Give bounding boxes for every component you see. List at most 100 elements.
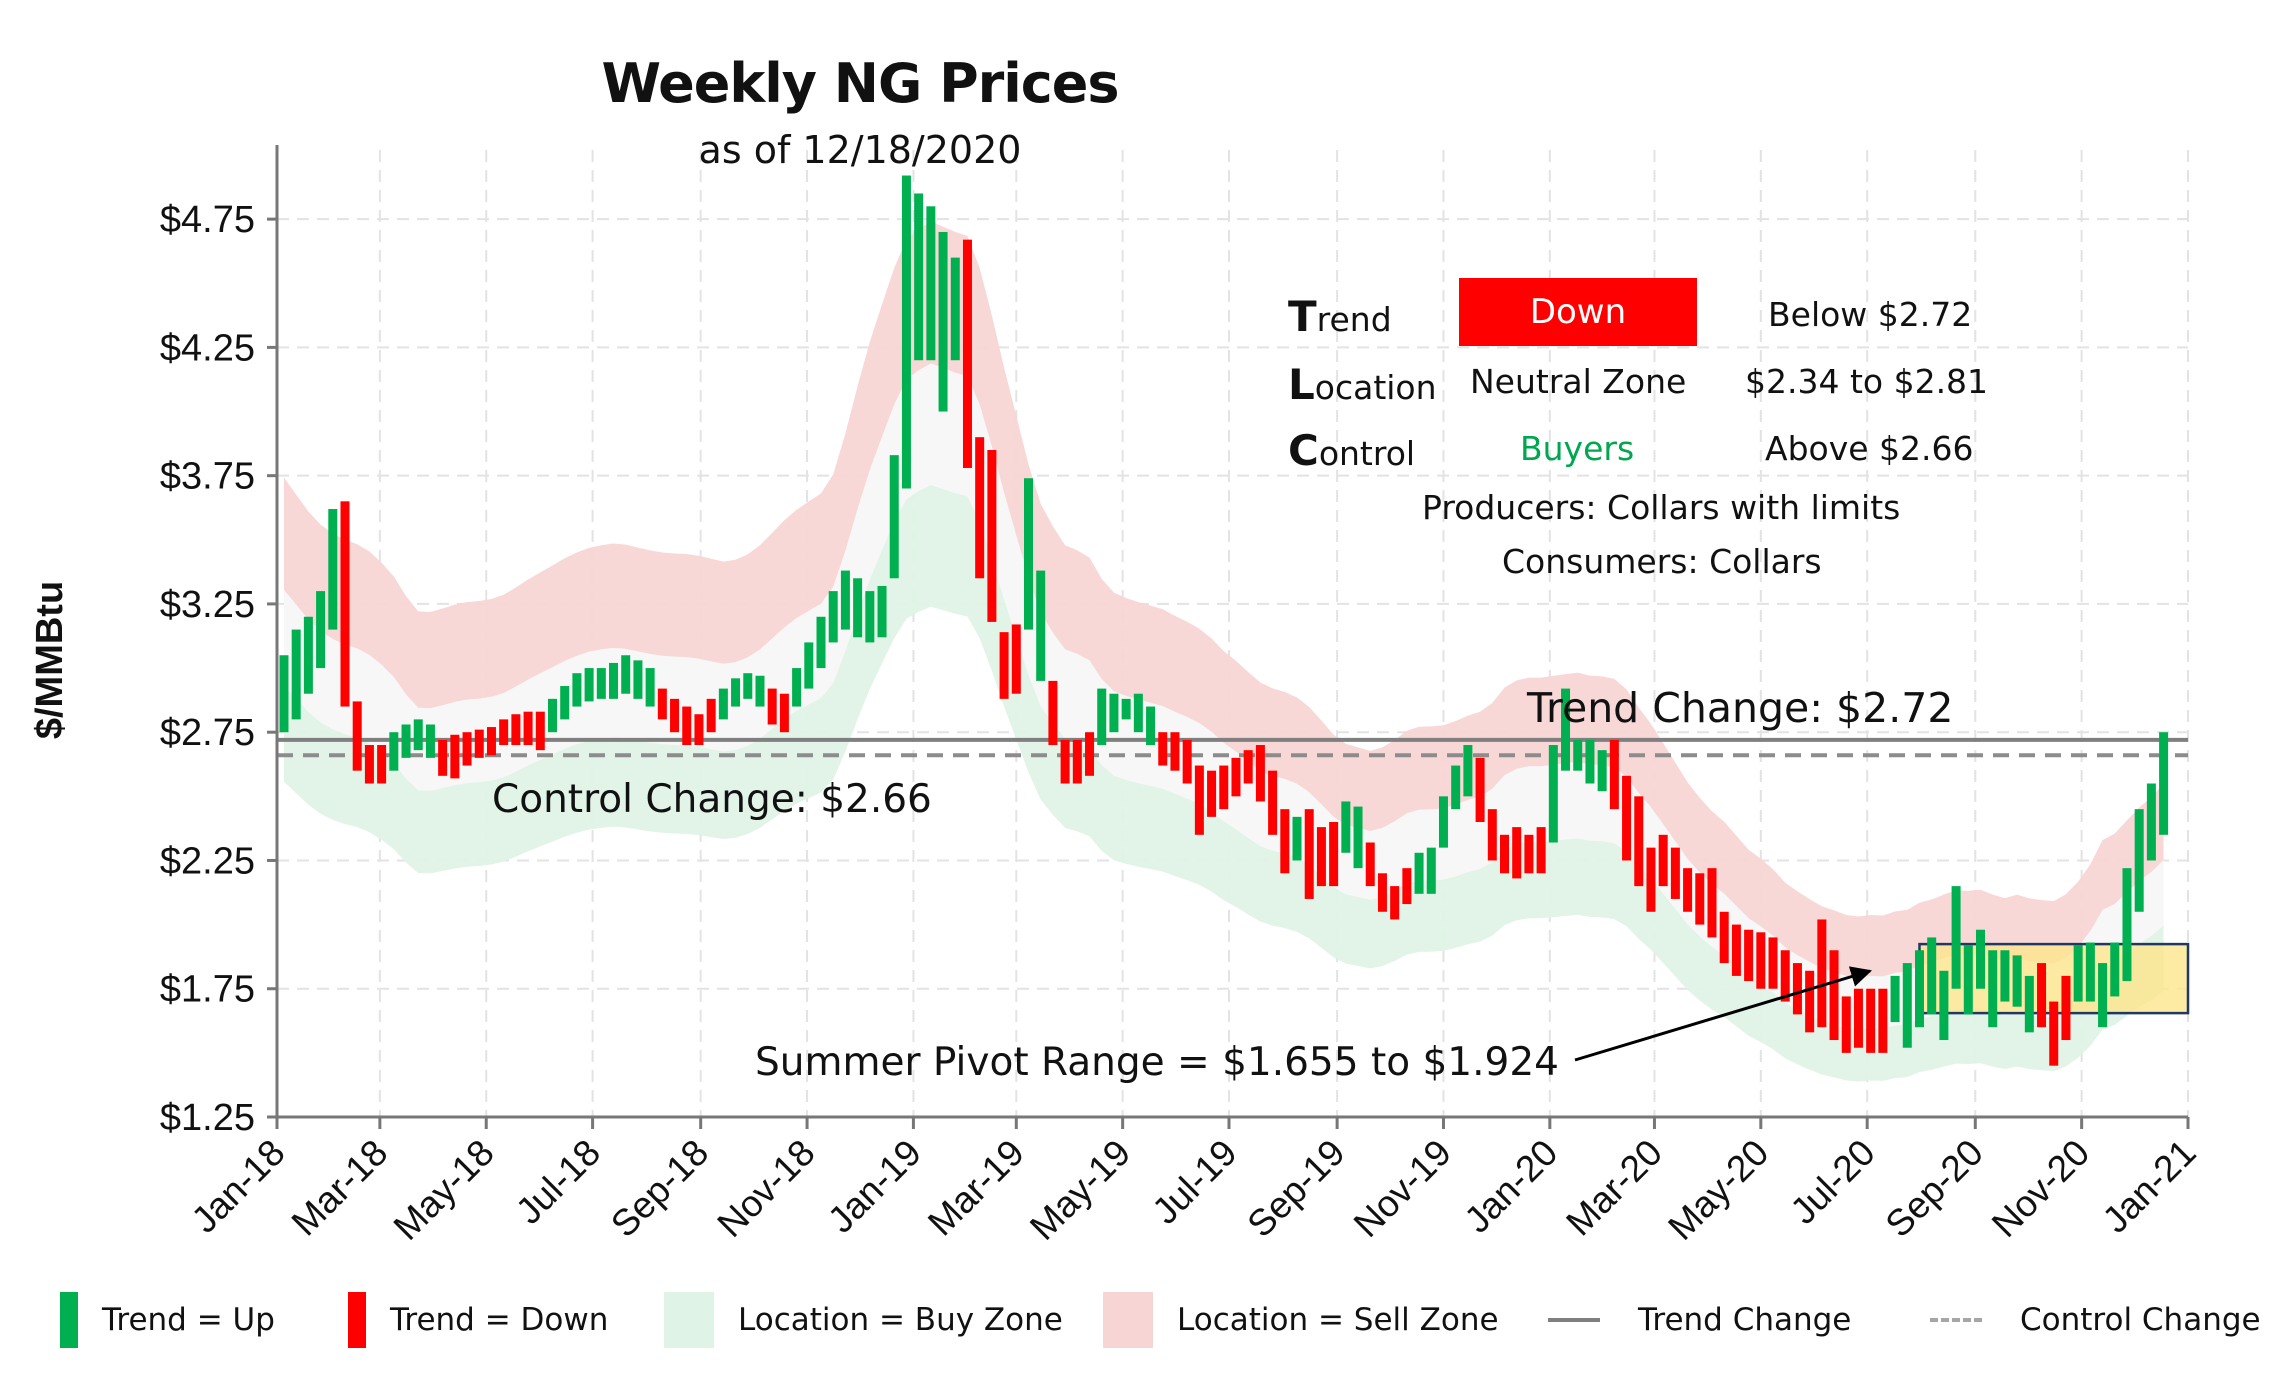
price-bar-down <box>1792 963 1802 1015</box>
price-bar-down <box>364 745 374 784</box>
price-bar-up <box>279 655 289 733</box>
y-tick-label: $4.75 <box>160 199 255 241</box>
price-bar-up <box>1561 688 1571 771</box>
price-bar-down <box>1500 834 1510 874</box>
price-bar-down <box>999 632 1009 699</box>
price-bar-up <box>584 668 594 702</box>
y-tick-label: $2.75 <box>160 712 255 754</box>
y-tick-labels: $1.25 $1.75 $2.25 $2.75 $3.25 $3.75 $4.25 $4.75 <box>160 199 255 1139</box>
price-bar-down <box>2049 1001 2059 1066</box>
price-bar-up <box>1927 937 1937 1015</box>
price-bar-down <box>1475 757 1485 822</box>
x-tick-label: Sep-20 <box>1878 1132 1991 1245</box>
price-bar-down <box>1280 809 1290 874</box>
producers-note: Producers: Collars with limits <box>1422 488 1901 527</box>
price-bar-up <box>938 231 948 412</box>
price-bar-up <box>609 662 619 699</box>
price-bar-down <box>1304 809 1314 899</box>
y-tick-label: $1.25 <box>160 1097 255 1139</box>
price-bar-up <box>950 257 960 361</box>
info-location-range: $2.34 to $2.81 <box>1745 362 1989 401</box>
price-bar-down <box>706 698 716 733</box>
price-bar-up <box>2159 732 2169 835</box>
pivot-range-label: Summer Pivot Range = $1.655 to $1.924 <box>755 1040 1559 1085</box>
x-tick-label: May-19 <box>1022 1132 1138 1248</box>
price-bar-down <box>486 727 496 756</box>
price-bar-down <box>1072 739 1082 784</box>
x-tick-label: Mar-19 <box>920 1132 1032 1244</box>
price-bar-down <box>523 711 533 746</box>
price-bar-up <box>1963 945 1973 1015</box>
price-bar-up <box>718 688 728 720</box>
y-tick-label: $4.25 <box>160 327 255 369</box>
consumers-note: Consumers: Collars <box>1502 542 1822 581</box>
x-tick-label: Jul-19 <box>1144 1132 1244 1232</box>
price-bar-down <box>1853 988 1863 1048</box>
info-control-range: Above $2.66 <box>1765 429 1974 468</box>
info-location-status: Neutral Zone <box>1470 362 1687 401</box>
price-bar-up <box>1902 963 1912 1048</box>
price-bar-down <box>438 739 448 776</box>
price-bar-down <box>1634 796 1644 887</box>
price-bar-down <box>694 714 704 746</box>
legend-trend-change: Trend Change <box>1548 1290 1851 1350</box>
legend-control-change: Control Change <box>1930 1290 2261 1350</box>
price-bar-down <box>1524 834 1534 874</box>
price-bar-down <box>474 729 484 758</box>
y-tick-label: $2.25 <box>160 840 255 882</box>
x-tick-label: Sep-19 <box>1239 1132 1352 1245</box>
chart-subtitle: as of 12/18/2020 <box>698 128 1022 172</box>
price-bar-up <box>2000 950 2010 1002</box>
price-bar-up <box>755 675 765 707</box>
price-bar-down <box>1085 732 1095 776</box>
price-bar-down <box>1268 770 1278 835</box>
price-bar-down <box>1158 732 1168 766</box>
info-trend-range: Below $2.72 <box>1768 295 1973 334</box>
legend-buy-swatch <box>664 1292 714 1348</box>
price-bar-down <box>2061 975 2071 1041</box>
x-tick-label: Mar-20 <box>1558 1132 1670 1244</box>
y-tick-label: $1.75 <box>160 969 255 1011</box>
x-tick-label: Jan-21 <box>2095 1132 2204 1241</box>
price-bar-up <box>914 193 924 361</box>
price-bar-down <box>1255 745 1265 802</box>
price-bar-down <box>1646 847 1656 912</box>
trend-change-label: Trend Change: $2.72 <box>1526 684 1953 732</box>
price-bar-down <box>1060 739 1070 784</box>
price-bar-up <box>2122 868 2132 982</box>
price-bar-down <box>1744 929 1754 982</box>
price-bar-up <box>1121 698 1131 720</box>
price-bar-down <box>1207 770 1217 817</box>
price-bar-down <box>1219 765 1229 810</box>
x-tick-label: May-20 <box>1660 1132 1776 1248</box>
price-bar-up <box>1146 706 1156 746</box>
price-bar-up <box>2146 783 2156 861</box>
price-bar-down <box>1841 996 1851 1053</box>
price-bar-down <box>1609 739 1619 810</box>
price-bar-up <box>572 673 582 707</box>
price-bar-up <box>743 673 753 699</box>
pivot-arrow <box>1574 966 1873 1062</box>
price-bar-down <box>1377 873 1387 912</box>
info-location-label: Location <box>1288 360 1437 409</box>
price-bar-down <box>1695 873 1705 925</box>
control-change-label: Control Change: $2.66 <box>492 777 932 822</box>
price-bar-up <box>621 655 631 694</box>
x-tick-label: May-18 <box>386 1132 502 1248</box>
price-bar-down <box>535 711 545 751</box>
price-bar-down <box>1365 842 1375 887</box>
legend-trend-line-swatch <box>1548 1318 1600 1322</box>
price-bar-up <box>1585 739 1595 784</box>
price-bar-down <box>1731 924 1741 976</box>
price-bar-up <box>889 455 899 579</box>
price-bar-down <box>511 714 521 746</box>
price-bar-up <box>1890 975 1900 1023</box>
y-tick-label: $3.25 <box>160 584 255 626</box>
price-bar-up <box>2012 955 2022 1007</box>
price-bar-down <box>1768 937 1778 989</box>
price-bar-up <box>731 678 741 707</box>
trend-status-badge: Down <box>1459 278 1697 346</box>
price-bar-down <box>1658 834 1668 887</box>
buy-zone-band <box>283 484 2164 1082</box>
price-bar-down <box>1182 739 1192 784</box>
